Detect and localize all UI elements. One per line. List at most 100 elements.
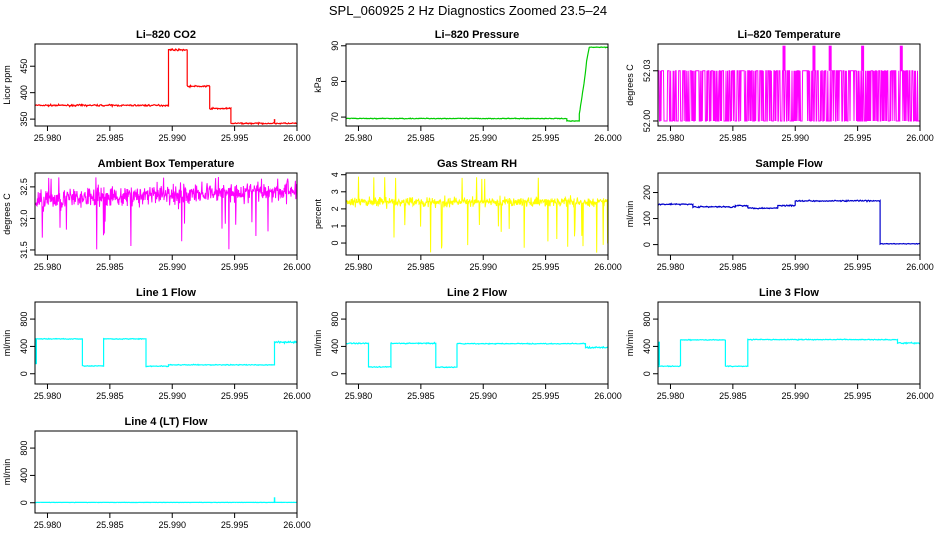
plot-frame	[34, 430, 298, 514]
panel-title: Gas Stream RH	[437, 158, 517, 170]
panel-7: Line 2 Flow ml/min 25.980 25.985 25.990 25.99…	[313, 287, 622, 401]
x-tick-label: 25.985	[407, 133, 435, 143]
x-tick-label: 25.990	[469, 262, 497, 272]
x-tick-label: 25.990	[469, 133, 497, 143]
y-tick-label: 100	[642, 211, 652, 226]
panel-9: Line 4 (LT) Flow ml/min 25.980 25.985 25.990…	[2, 416, 311, 530]
x-tick-label: 25.980	[34, 133, 62, 143]
x-tick-label: 25.990	[158, 391, 186, 401]
x-tick-label: 25.980	[34, 262, 62, 272]
y-tick-label: 800	[642, 312, 652, 327]
spike-mark	[899, 45, 903, 71]
x-tick-label: 25.995	[221, 133, 249, 143]
x-tick-label: 25.995	[532, 133, 560, 143]
x-tick-label: 26.000	[283, 520, 311, 530]
x-tick-label: 26.000	[594, 391, 622, 401]
series-line	[658, 70, 920, 122]
y-axis-label: degrees C	[625, 64, 635, 106]
y-tick-label: 70	[330, 112, 340, 122]
y-tick-label: 400	[19, 339, 29, 354]
panel-3: Ambient Box Temperature degrees C 25.980 25…	[2, 158, 311, 272]
x-tick-label: 26.000	[594, 133, 622, 143]
x-tick-label: 25.980	[657, 391, 685, 401]
spike-mark	[828, 45, 832, 71]
y-tick-label: 800	[19, 441, 29, 456]
series-line	[35, 337, 297, 368]
y-tick-label: 400	[19, 468, 29, 483]
x-tick-label: 25.990	[781, 262, 809, 272]
y-tick-label: 0	[330, 371, 340, 376]
plot-frame	[657, 301, 921, 385]
y-tick-label: 0	[642, 242, 652, 247]
x-tick-label: 25.995	[221, 520, 249, 530]
y-tick-label: 2	[330, 206, 340, 211]
x-tick-label: 25.985	[719, 133, 747, 143]
y-tick-label: 0	[330, 241, 340, 246]
y-axis-label: ml/min	[625, 330, 635, 357]
x-tick-label: 25.980	[657, 133, 685, 143]
x-tick-label: 25.990	[158, 520, 186, 530]
x-tick-label: 26.000	[283, 133, 311, 143]
spike-mark	[812, 45, 816, 71]
plot-frame	[657, 43, 921, 127]
x-tick-label: 25.995	[532, 391, 560, 401]
y-tick-label: 0	[642, 371, 652, 376]
spike-mark	[782, 45, 786, 71]
y-tick-label: 200	[642, 185, 652, 200]
panel-4: Gas Stream RH percent 25.980 25.985 25.990 25…	[313, 158, 622, 272]
y-tick-label: 400	[330, 339, 340, 354]
x-tick-label: 25.990	[158, 133, 186, 143]
x-tick-label: 25.980	[657, 262, 685, 272]
y-axis-label: ml/min	[2, 330, 12, 357]
y-tick-label: 0	[19, 371, 29, 376]
plot-frame	[34, 172, 298, 256]
x-tick-label: 25.985	[96, 391, 124, 401]
panel-title: Line 2 Flow	[447, 287, 507, 299]
x-tick-label: 25.985	[96, 262, 124, 272]
x-tick-label: 26.000	[906, 133, 934, 143]
y-axis-label: Licor ppm	[2, 65, 12, 105]
panel-title: Sample Flow	[755, 158, 823, 170]
plot-frame	[34, 301, 298, 385]
series-line	[346, 46, 608, 122]
x-tick-label: 25.985	[407, 262, 435, 272]
x-tick-label: 25.995	[221, 391, 249, 401]
series-line	[346, 176, 608, 253]
y-tick-label: 3	[330, 189, 340, 194]
panel-5: Sample Flow ml/min 25.980 25.985 25.990 25.99…	[625, 158, 934, 272]
x-tick-label: 25.995	[221, 262, 249, 272]
y-tick-label: 350	[19, 112, 29, 127]
panel-title: Li–820 Pressure	[435, 29, 519, 41]
x-tick-label: 26.000	[594, 262, 622, 272]
x-tick-label: 26.000	[906, 391, 934, 401]
page-title: SPL_060925 2 Hz Diagnostics Zoomed 23.5–…	[329, 3, 607, 18]
y-tick-label: 400	[642, 339, 652, 354]
y-tick-label: 32.0	[19, 210, 29, 228]
x-tick-label: 26.000	[283, 262, 311, 272]
x-tick-label: 25.995	[844, 391, 872, 401]
y-tick-label: 80	[330, 76, 340, 86]
y-tick-label: 32.5	[19, 178, 29, 196]
x-tick-label: 25.995	[844, 133, 872, 143]
y-axis-label: ml/min	[625, 201, 635, 228]
y-tick-label: 90	[330, 41, 340, 51]
y-axis-label: kPa	[313, 77, 323, 93]
y-tick-label: 800	[330, 312, 340, 327]
y-axis-label: degrees C	[2, 193, 12, 235]
x-tick-label: 26.000	[906, 262, 934, 272]
x-tick-label: 25.985	[96, 520, 124, 530]
x-tick-label: 25.990	[781, 391, 809, 401]
panel-title: Li–820 Temperature	[737, 29, 840, 41]
x-tick-label: 25.995	[844, 262, 872, 272]
x-tick-label: 25.980	[34, 391, 62, 401]
x-tick-label: 25.980	[345, 262, 373, 272]
series-line	[658, 338, 920, 368]
panel-title: Line 1 Flow	[136, 287, 196, 299]
series-line	[658, 199, 920, 246]
y-tick-label: 450	[19, 59, 29, 74]
x-tick-label: 25.990	[781, 133, 809, 143]
plot-frame	[657, 172, 921, 256]
panel-title: Ambient Box Temperature	[98, 158, 235, 170]
y-axis-label: ml/min	[313, 330, 323, 357]
x-tick-label: 25.985	[719, 391, 747, 401]
